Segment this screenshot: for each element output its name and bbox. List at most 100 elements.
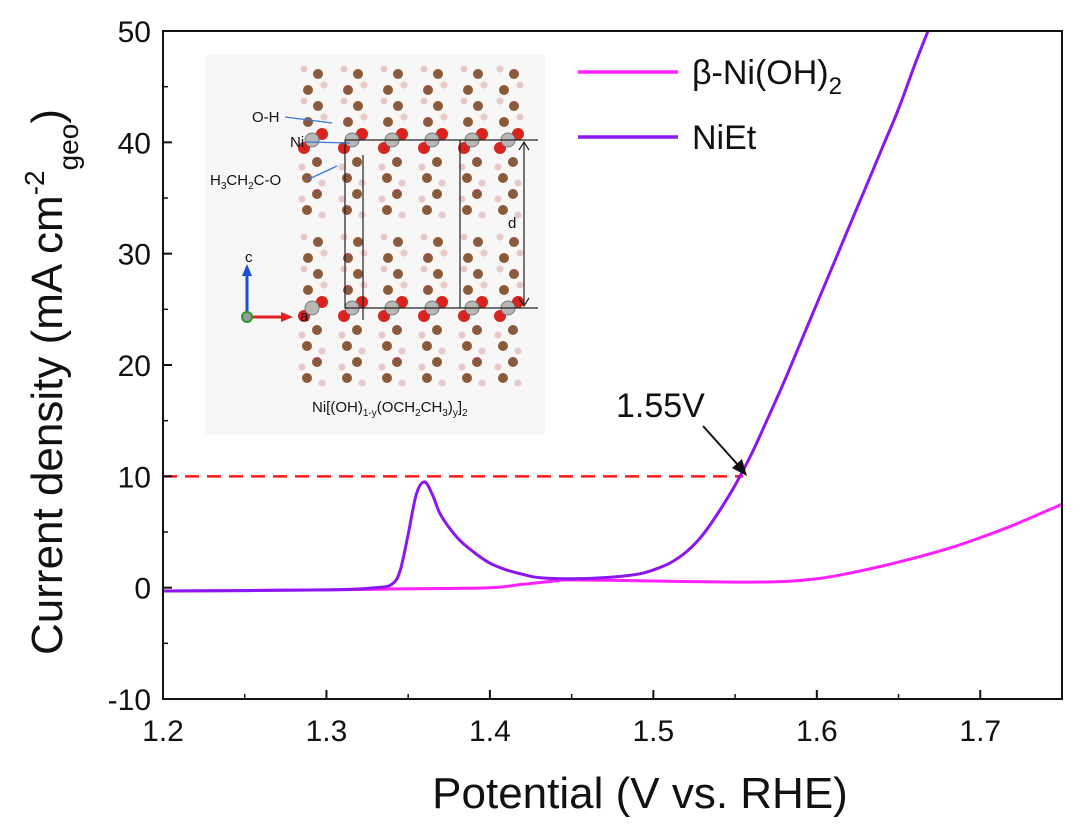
hydrogen-atom — [398, 211, 406, 219]
carbon-atom — [463, 253, 473, 263]
carbon-atom — [302, 205, 312, 215]
hydrogen-atom — [338, 363, 346, 371]
hydrogen-atom — [418, 331, 426, 339]
hydrogen-atom — [338, 331, 346, 339]
carbon-atom — [353, 269, 363, 279]
unit-cell-outline — [344, 139, 538, 320]
carbon-atom — [383, 117, 393, 127]
formula-label: Ni[(OH)1-y(OCH2CH3)y]2 — [312, 399, 468, 419]
carbon-atom — [382, 373, 392, 383]
carbon-atom — [342, 205, 352, 215]
carbon-atom — [302, 341, 312, 351]
x-axis-title: Potential (V vs. RHE) — [432, 769, 848, 818]
hydrogen-atom — [400, 113, 408, 121]
carbon-atom — [433, 69, 443, 79]
carbon-atom — [352, 157, 362, 167]
hydrogen-atom — [360, 113, 368, 121]
carbon-atom — [353, 101, 363, 111]
oxygen-atom — [436, 128, 448, 140]
axis-a-label: a — [300, 308, 309, 325]
hydrogen-atom — [480, 281, 488, 289]
carbon-atom — [508, 157, 518, 167]
x-tick-label: 1.2 — [142, 715, 184, 748]
carbon-atom — [473, 101, 483, 111]
hydrogen-atom — [516, 249, 524, 257]
carbon-atom — [498, 373, 508, 383]
legend-label: β-Ni(OH)2 — [692, 54, 842, 100]
hydrogen-atom — [516, 81, 524, 89]
hydrogen-atom — [440, 113, 448, 121]
oxygen-atom — [476, 128, 488, 140]
oxygen-atom — [396, 128, 408, 140]
hydrogen-atom — [398, 179, 406, 187]
carbon-atom — [473, 269, 483, 279]
ni-pointer — [305, 141, 351, 144]
carbon-atom — [352, 189, 362, 199]
carbon-atom — [499, 85, 509, 95]
hydrogen-atom — [338, 163, 346, 171]
carbon-atom — [472, 325, 482, 335]
oh-pointer — [284, 116, 333, 124]
hydrogen-atom — [400, 81, 408, 89]
series-layer — [162, 30, 1063, 593]
legend-label: NiEt — [692, 119, 757, 157]
y-axis-title: Current density (mA cm-2geo) — [19, 109, 84, 655]
carbon-atom — [433, 237, 443, 247]
legend: β-Ni(OH)2 NiEt — [578, 54, 842, 157]
series-line-beta-nioh2 — [162, 502, 1063, 593]
hydrogen-atom — [494, 195, 502, 203]
carbon-atom — [462, 373, 472, 383]
carbon-atom — [473, 69, 483, 79]
carbon-atom — [342, 373, 352, 383]
series-line-niet — [162, 30, 930, 593]
carbon-atom — [303, 253, 313, 263]
hydrogen-atom — [438, 347, 446, 355]
hydrogen-atom — [514, 379, 522, 387]
oxygen-atom — [396, 296, 408, 308]
hydrogen-atom — [480, 249, 488, 257]
hydrogen-atom — [340, 65, 348, 73]
hydrogen-atom — [340, 265, 348, 273]
carbon-atom — [499, 285, 509, 295]
hydrogen-atom — [320, 249, 328, 257]
hydrogen-atom — [320, 281, 328, 289]
hydrogen-atom — [460, 233, 468, 241]
annotation-arrow — [702, 425, 747, 476]
x-tick-label: 1.7 — [959, 715, 1001, 748]
hydrogen-atom — [458, 363, 466, 371]
hydrogen-atom — [318, 379, 326, 387]
carbon-atom — [343, 117, 353, 127]
carbon-atom — [302, 373, 312, 383]
carbon-atom — [343, 85, 353, 95]
hydrogen-atom — [378, 195, 386, 203]
y-tick-label: 50 — [118, 16, 151, 49]
carbon-atom — [313, 269, 323, 279]
hydrogen-atom — [298, 195, 306, 203]
carbon-atom — [393, 237, 403, 247]
carbon-atom — [382, 173, 392, 183]
oxygen-atom — [512, 128, 524, 140]
hydrogen-atom — [400, 249, 408, 257]
carbon-atom — [509, 269, 519, 279]
hydrogen-atom — [378, 363, 386, 371]
hydrogen-atom — [496, 233, 504, 241]
oxygen-atom — [356, 128, 368, 140]
crystal-structure-inset: d O-H Ni H3CH2C-O c a Ni[(OH)1-y(OCH2CH3… — [205, 55, 545, 435]
y-tick-label: 0 — [134, 573, 151, 606]
hydrogen-atom — [418, 195, 426, 203]
hydrogen-atom — [360, 281, 368, 289]
ni-label: Ni — [290, 134, 304, 151]
x-axis-ticks: 1.2 1.3 1.4 1.5 1.6 1.7 — [142, 690, 1001, 748]
carbon-atom — [508, 325, 518, 335]
hydrogen-atom — [360, 81, 368, 89]
carbon-atom — [472, 357, 482, 367]
carbon-atom — [463, 85, 473, 95]
hydrogen-atom — [418, 363, 426, 371]
hydrogen-atom — [494, 363, 502, 371]
hydrogen-atom — [514, 179, 522, 187]
hydrogen-atom — [340, 233, 348, 241]
carbon-atom — [509, 101, 519, 111]
carbon-atom — [393, 69, 403, 79]
carbon-atom — [392, 357, 402, 367]
